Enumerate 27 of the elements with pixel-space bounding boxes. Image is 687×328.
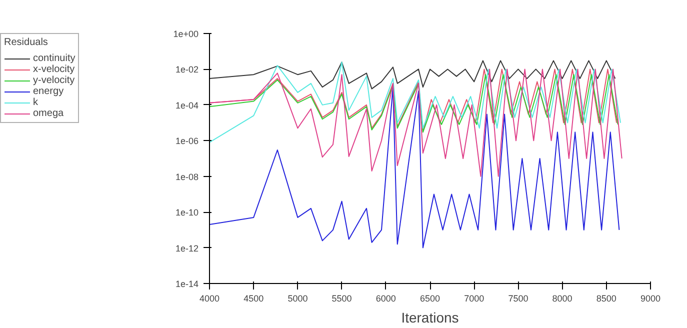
x-tick-label: 8000 [552,294,572,304]
legend-label: k [33,97,39,108]
x-tick-label: 7500 [508,294,528,304]
y-tick-label: 1e-12 [175,243,199,254]
legend-label: omega [33,108,64,119]
x-tick-label: 6000 [376,294,396,304]
legend-title: Residuals [4,37,49,48]
x-tick-label: 7000 [464,294,484,304]
y-tick-label: 1e-14 [175,279,199,289]
x-tick-label: 5000 [288,294,308,304]
y-tick-label: 1e-10 [175,208,199,218]
y-tick-label: 1e+00 [173,29,199,39]
x-tick-label: 9000 [640,294,661,304]
x-tick-label: 4000 [199,294,220,304]
y-tick-label: 1e-06 [175,136,199,146]
x-tick-label: 6500 [420,294,440,304]
x-tick-label: 8500 [596,294,616,304]
x-axis-title: Iterations [401,310,459,326]
y-tick-label: 1e-02 [175,64,199,75]
x-tick-label: 4500 [244,294,264,304]
legend-label: energy [33,86,64,97]
legend-label: y-velocity [33,75,75,86]
legend-label: continuity [33,53,76,64]
legend-label: x-velocity [33,64,75,75]
x-tick-label: 5500 [332,294,352,304]
y-tick-label: 1e-04 [175,100,199,110]
y-tick-label: 1e-08 [175,172,199,182]
